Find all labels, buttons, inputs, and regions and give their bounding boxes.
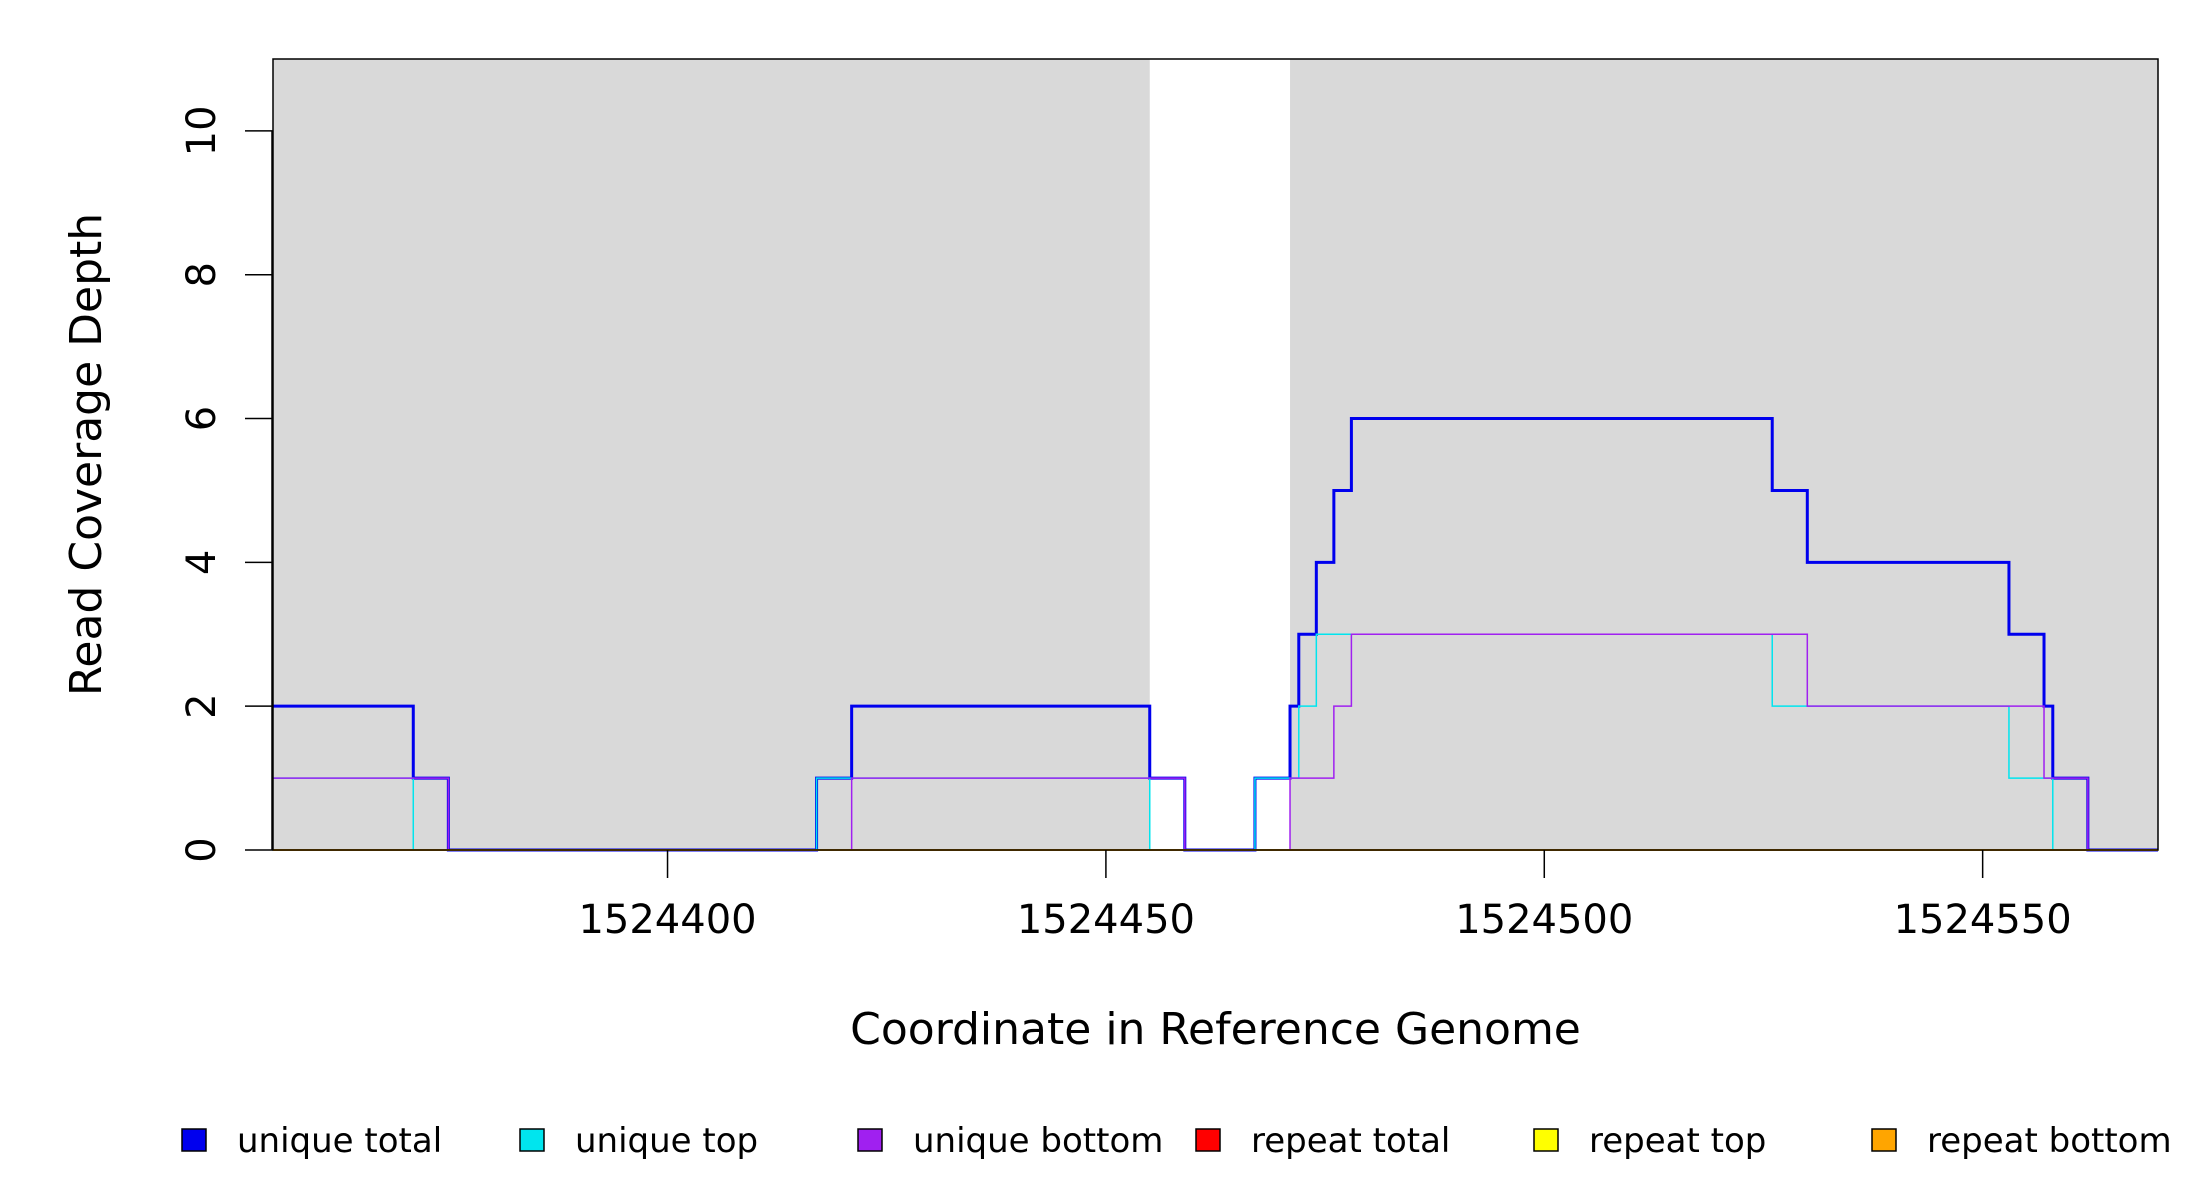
y-tick-label: 4 — [179, 550, 225, 575]
background-region-1 — [273, 59, 1150, 850]
y-axis: 0 2 4 6 8 10 — [179, 105, 273, 863]
x-axis: 1524400 1524450 1524500 1524550 — [578, 850, 2072, 943]
legend-swatch-repeat-total — [1195, 1128, 1221, 1152]
y-tick-label: 10 — [179, 105, 225, 156]
x-tick-label: 1524450 — [1017, 897, 1195, 943]
x-tick-label: 1524550 — [1894, 897, 2072, 943]
y-axis-title: Read Coverage Depth — [61, 213, 112, 696]
background-layer — [273, 59, 2158, 850]
legend-label-unique-top: unique top — [575, 1121, 758, 1161]
legend-swatch-unique-total — [181, 1128, 207, 1152]
y-tick-label: 8 — [179, 262, 225, 287]
legend-label-unique-total: unique total — [237, 1121, 442, 1161]
legend-label-repeat-total: repeat total — [1251, 1121, 1450, 1161]
y-tick-label: 0 — [179, 837, 225, 862]
x-axis-title: Coordinate in Reference Genome — [850, 1004, 1581, 1055]
legend-swatch-unique-bottom — [857, 1128, 883, 1152]
legend: unique total unique top unique bottom repea… — [181, 1121, 2172, 1161]
plot-frame — [272, 58, 2159, 851]
series-line-unique-bottom — [273, 633, 2158, 851]
legend-swatch-repeat-top — [1533, 1128, 1559, 1152]
y-tick-label: 2 — [179, 693, 225, 718]
x-tick-label: 1524500 — [1455, 897, 1633, 943]
x-tick-label: 1524400 — [578, 897, 756, 943]
legend-label-repeat-bottom: repeat bottom — [1927, 1121, 2172, 1161]
legend-label-repeat-top: repeat top — [1589, 1121, 1766, 1161]
legend-swatch-repeat-bottom — [1871, 1128, 1897, 1152]
legend-swatch-unique-top — [519, 1128, 545, 1152]
legend-label-unique-bottom: unique bottom — [913, 1121, 1163, 1161]
y-tick-label: 6 — [179, 406, 225, 431]
background-region-2 — [1290, 59, 2158, 850]
